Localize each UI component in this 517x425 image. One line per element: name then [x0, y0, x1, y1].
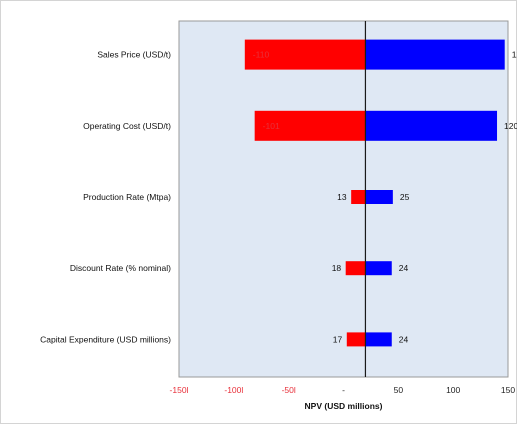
low-bar: [244, 39, 366, 70]
x-tick-label: 150: [501, 385, 515, 395]
plot-area: [178, 20, 509, 378]
x-tick-label: -50l: [282, 385, 296, 395]
category-label: Production Rate (Mtpa): [83, 192, 171, 202]
x-tick-label: -: [342, 385, 345, 395]
category-label: Capital Expenditure (USD millions): [40, 334, 171, 344]
high-value-label: 24: [399, 263, 409, 273]
low-value-label: -110: [253, 50, 270, 60]
high-bar: [365, 261, 392, 276]
low-value-label: -101: [263, 121, 280, 131]
x-tick-label: -100l: [224, 385, 243, 395]
high-bar: [365, 110, 498, 141]
category-label: Sales Price (USD/t): [97, 50, 171, 60]
x-tick-label: -150l: [170, 385, 189, 395]
low-value-label: 18: [332, 263, 342, 273]
high-value-label: 127: [512, 50, 517, 60]
high-value-label: 120: [504, 121, 517, 131]
x-tick-label: 100: [446, 385, 460, 395]
category-label: Discount Rate (% nominal): [70, 263, 171, 273]
high-bar: [365, 39, 505, 70]
low-bar: [345, 261, 366, 276]
low-bar: [351, 190, 366, 204]
x-tick-label: 50: [394, 385, 404, 395]
category-label: Operating Cost (USD/t): [83, 121, 171, 131]
low-value-label: 13: [337, 192, 347, 202]
low-bar: [254, 110, 366, 141]
high-bar: [365, 332, 392, 347]
high-value-label: 24: [399, 334, 409, 344]
x-axis-title: NPV (USD millions): [305, 401, 383, 411]
low-bar: [346, 332, 366, 347]
high-bar: [365, 190, 393, 204]
high-value-label: 25: [400, 192, 410, 202]
low-value-label: 17: [333, 334, 343, 344]
